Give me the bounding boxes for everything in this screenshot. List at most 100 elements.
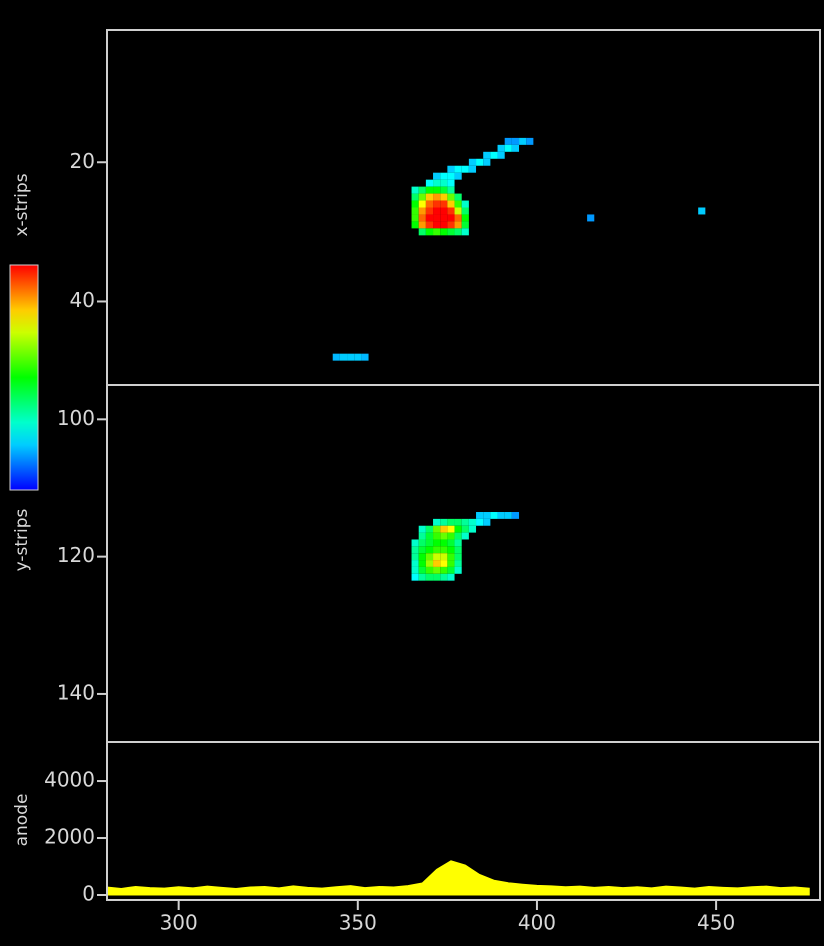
y-tick-label: 4000 <box>44 768 95 792</box>
heatmap-cell <box>462 166 469 173</box>
heatmap-cell <box>419 208 426 215</box>
heatmap-cell <box>340 354 347 361</box>
heatmap-cell <box>419 221 426 228</box>
heatmap-cell <box>455 560 462 567</box>
heatmap-cell <box>433 519 440 526</box>
y-tick-label: 140 <box>57 680 95 704</box>
heatmap-cell <box>433 173 440 180</box>
heatmap-cell <box>426 180 433 187</box>
heatmap-cell <box>333 354 340 361</box>
heatmap-cell <box>483 519 490 526</box>
heatmap-cell <box>447 539 454 546</box>
heatmap-cell <box>447 201 454 208</box>
heatmap-cell <box>440 553 447 560</box>
heatmap-cell <box>455 553 462 560</box>
heatmap-cell <box>462 221 469 228</box>
heatmap-cell <box>483 159 490 166</box>
heatmap-cell <box>426 187 433 194</box>
heatmap-cell <box>447 533 454 540</box>
heatmap-cell <box>426 539 433 546</box>
heatmap-cell <box>412 539 419 546</box>
heatmap-cell <box>526 138 533 145</box>
heatmap-cell <box>440 519 447 526</box>
y-axis-label: anode <box>12 794 32 847</box>
y-axis-label: y-strips <box>12 508 32 571</box>
heatmap-cell <box>462 208 469 215</box>
heatmap-cell <box>440 567 447 574</box>
heatmap-cell <box>419 574 426 581</box>
heatmap-cell <box>440 526 447 533</box>
heatmap-cell <box>412 567 419 574</box>
heatmap-cell <box>433 553 440 560</box>
heatmap-cell <box>426 221 433 228</box>
heatmap-cell <box>412 194 419 201</box>
heatmap-cell <box>447 180 454 187</box>
heatmap-cell <box>426 228 433 235</box>
heatmap-cell <box>433 221 440 228</box>
heatmap-cell <box>426 567 433 574</box>
heatmap-cell <box>462 526 469 533</box>
heatmap-cell <box>433 228 440 235</box>
heatmap-cell <box>455 539 462 546</box>
heatmap-cell <box>498 512 505 519</box>
heatmap-cell <box>426 546 433 553</box>
heatmap-cell <box>440 187 447 194</box>
heatmap-cell <box>433 546 440 553</box>
heatmap-cell <box>483 512 490 519</box>
heatmap-cell <box>455 546 462 553</box>
heatmap-cell <box>426 560 433 567</box>
heatmap-cell <box>455 173 462 180</box>
heatmap-cell <box>433 180 440 187</box>
heatmap-cell <box>447 567 454 574</box>
heatmap-cell <box>412 201 419 208</box>
y-tick-label: 20 <box>70 149 95 173</box>
x-tick-label: 300 <box>160 911 198 935</box>
heatmap-cell <box>419 201 426 208</box>
heatmap-cell <box>433 539 440 546</box>
heatmap-cell <box>455 519 462 526</box>
heatmap-cell <box>462 228 469 235</box>
heatmap-cell <box>447 526 454 533</box>
heatmap-cell <box>419 194 426 201</box>
x-tick-label: 400 <box>518 911 556 935</box>
heatmap-cell <box>455 166 462 173</box>
heatmap-cell <box>447 228 454 235</box>
heatmap-cell <box>447 560 454 567</box>
heatmap-cell <box>419 526 426 533</box>
heatmap-cell <box>447 519 454 526</box>
heatmap-cell <box>462 519 469 526</box>
heatmap-cell <box>433 574 440 581</box>
y-tick-label: 40 <box>70 288 95 312</box>
heatmap-cell <box>433 201 440 208</box>
heatmap-cell <box>419 187 426 194</box>
heatmap-cell <box>455 194 462 201</box>
heatmap-cell <box>447 553 454 560</box>
heatmap-cell <box>447 574 454 581</box>
heatmap-cell <box>433 208 440 215</box>
heatmap-cell <box>426 214 433 221</box>
heatmap-cell <box>440 194 447 201</box>
heatmap-cell <box>476 159 483 166</box>
heatmap-cell <box>412 214 419 221</box>
heatmap-cell <box>455 201 462 208</box>
heatmap-cell <box>455 526 462 533</box>
heatmap-cell <box>455 214 462 221</box>
heatmap-cell <box>447 208 454 215</box>
heatmap-cell <box>426 194 433 201</box>
heatmap-cell <box>440 208 447 215</box>
heatmap-cell <box>440 214 447 221</box>
heatmap-cell <box>433 194 440 201</box>
heatmap-cell <box>419 546 426 553</box>
heatmap-cell <box>469 166 476 173</box>
heatmap-cell <box>455 567 462 574</box>
heatmap-cell <box>412 546 419 553</box>
heatmap-cell <box>462 201 469 208</box>
heatmap-cell <box>440 221 447 228</box>
heatmap-cell <box>440 201 447 208</box>
heatmap-cell <box>476 512 483 519</box>
heatmap-cell <box>426 553 433 560</box>
heatmap-cell <box>419 214 426 221</box>
heatmap-cell <box>505 145 512 152</box>
heatmap-cell <box>440 173 447 180</box>
heatmap-cell <box>433 214 440 221</box>
